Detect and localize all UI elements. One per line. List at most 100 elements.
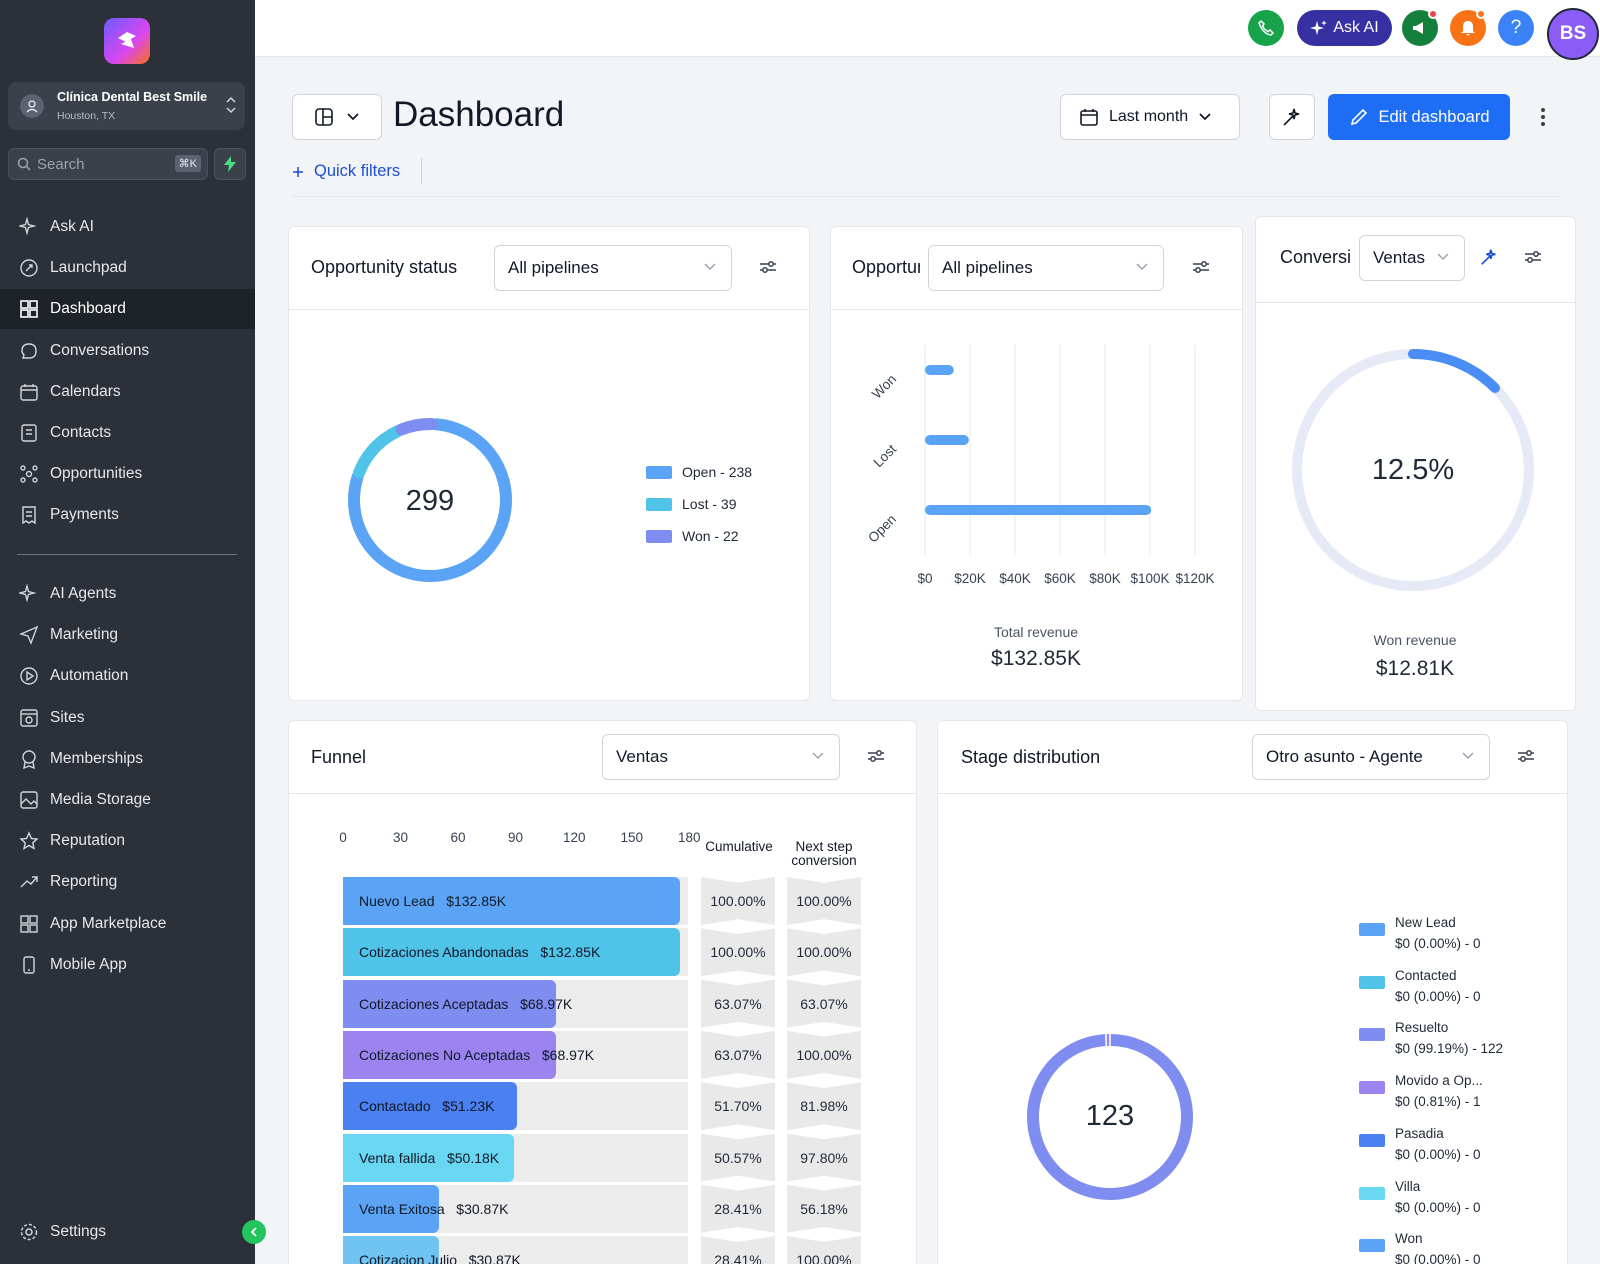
funnel-bar[interactable] bbox=[343, 1236, 439, 1264]
sidebar-item-label: Dashboard bbox=[50, 300, 126, 318]
date-range-select[interactable]: Last month bbox=[1060, 94, 1240, 140]
legend-swatch bbox=[646, 529, 672, 543]
donut-slice-resuelto[interactable] bbox=[1027, 1034, 1193, 1200]
sidebar-item-payments[interactable]: Payments bbox=[0, 495, 255, 535]
funnel-bar[interactable] bbox=[343, 1184, 439, 1233]
legend-item[interactable]: Pasadia $0 (0.00%) - 0 bbox=[1359, 1123, 1481, 1165]
sidebar-item-contacts[interactable]: Contacts bbox=[0, 413, 255, 453]
funnel-bar[interactable] bbox=[343, 1030, 556, 1079]
sidebar-item-ai-agents[interactable]: AI Agents bbox=[0, 574, 255, 614]
sidebar-item-app-marketplace[interactable]: App Marketplace bbox=[0, 904, 255, 944]
card-title: Opportunity status bbox=[311, 257, 458, 277]
pipeline-select[interactable]: Ventas bbox=[602, 734, 840, 780]
legend-item[interactable]: Villa $0 (0.00%) - 0 bbox=[1359, 1176, 1481, 1218]
image-icon bbox=[18, 789, 40, 811]
bar-won[interactable] bbox=[925, 365, 954, 375]
calendar-icon bbox=[18, 381, 40, 403]
funnel-bar[interactable] bbox=[343, 1133, 514, 1182]
sidebar-item-conversations[interactable]: Conversations bbox=[0, 331, 255, 371]
funnel-bar[interactable] bbox=[343, 877, 681, 925]
gauge-fill[interactable] bbox=[1408, 349, 1501, 393]
y-category-label: Won bbox=[869, 372, 899, 402]
funnel-stage-label: Nuevo Lead $132.85K bbox=[359, 893, 506, 909]
ai-insights-button[interactable] bbox=[1269, 94, 1315, 140]
donut-slice-lost[interactable] bbox=[353, 425, 404, 479]
edit-dashboard-button[interactable]: Edit dashboard bbox=[1328, 94, 1510, 140]
megaphone-icon bbox=[1413, 22, 1423, 34]
card-settings-button[interactable] bbox=[1515, 745, 1537, 767]
legend-item[interactable]: Lost - 39 bbox=[646, 496, 736, 512]
funnel-stage-label: Contactado $51.23K bbox=[359, 1098, 494, 1114]
stage-value: $51.23K bbox=[442, 1098, 495, 1115]
sidebar-item-dashboard[interactable]: Dashboard bbox=[0, 289, 255, 330]
plus-icon bbox=[293, 166, 303, 177]
card-settings-button[interactable] bbox=[1522, 246, 1544, 268]
legend-item[interactable]: New Lead $0 (0.00%) - 0 bbox=[1359, 912, 1481, 954]
stage-distribution-card bbox=[937, 720, 1568, 1264]
bar-open[interactable] bbox=[925, 505, 1152, 515]
sidebar-item-reporting[interactable]: Reporting bbox=[0, 862, 255, 902]
sidebar-item-media-storage[interactable]: Media Storage bbox=[0, 780, 255, 820]
pipeline-select[interactable]: All pipelines bbox=[494, 245, 732, 291]
magic-wand-icon bbox=[1481, 249, 1496, 265]
more-options-button[interactable] bbox=[1530, 104, 1556, 130]
bar-lost[interactable] bbox=[925, 435, 969, 445]
quick-action-button[interactable] bbox=[214, 148, 246, 180]
pipeline-select[interactable]: Otro asunto - Agente bbox=[1252, 734, 1490, 780]
legend-label: Lost - 39 bbox=[682, 496, 737, 512]
sidebar-item-mobile-app[interactable]: Mobile App bbox=[0, 945, 255, 985]
collapse-sidebar-button[interactable] bbox=[242, 1220, 266, 1244]
sidebar-item-automation[interactable]: Automation bbox=[0, 656, 255, 696]
user-avatar[interactable]: BS bbox=[1547, 8, 1599, 60]
grid-icon bbox=[18, 298, 40, 320]
stage-value: $68.97K bbox=[541, 1046, 595, 1063]
card-settings-button[interactable] bbox=[1190, 256, 1212, 278]
ai-insights-button[interactable] bbox=[1478, 246, 1500, 268]
sidebar-item-label: Reputation bbox=[50, 832, 125, 850]
sidebar-item-ask-ai[interactable]: Ask AI bbox=[0, 207, 255, 247]
phone-button[interactable] bbox=[1248, 10, 1284, 46]
ask-ai-button[interactable]: Ask AI bbox=[1297, 10, 1392, 46]
donut-slice-won[interactable] bbox=[395, 418, 438, 436]
card-settings-button[interactable] bbox=[865, 745, 887, 767]
funnel-bar[interactable] bbox=[343, 928, 681, 977]
calendar-icon bbox=[1080, 109, 1098, 126]
funnel-bar[interactable] bbox=[343, 979, 556, 1028]
account-switcher[interactable]: Clínica Dental Best Smile Houston, TX bbox=[8, 82, 245, 130]
funnel-bar[interactable] bbox=[343, 1082, 518, 1131]
legend-item[interactable]: Won - 22 bbox=[646, 528, 739, 544]
total-revenue-value: $132.85K bbox=[991, 647, 1081, 670]
sidebar-item-opportunities[interactable]: Opportunities bbox=[0, 454, 255, 494]
pipeline-select-value: All pipelines bbox=[942, 258, 1033, 277]
pipeline-select[interactable]: All pipelines bbox=[928, 245, 1164, 291]
receipt-icon bbox=[18, 504, 40, 526]
sidebar-item-calendars[interactable]: Calendars bbox=[0, 372, 255, 412]
pipeline-select[interactable]: Ventas bbox=[1359, 235, 1465, 281]
sidebar-item-sites[interactable]: Sites bbox=[0, 698, 255, 738]
dashboard-switcher-button[interactable] bbox=[292, 94, 382, 140]
quick-filters-button[interactable]: Quick filters bbox=[292, 162, 400, 181]
sidebar-item-launchpad[interactable]: Launchpad bbox=[0, 248, 255, 288]
help-button[interactable]: ? bbox=[1498, 10, 1534, 46]
donut-slice-open[interactable] bbox=[348, 418, 512, 582]
search-input[interactable]: Search ⌘K bbox=[8, 148, 208, 180]
legend-label: Open - 238 bbox=[682, 464, 753, 480]
stage-name: Contactado bbox=[359, 1098, 431, 1115]
legend-item[interactable]: Contacted $0 (0.00%) - 0 bbox=[1359, 965, 1481, 1007]
app-logo[interactable] bbox=[104, 18, 150, 64]
legend-item[interactable]: Open - 238 bbox=[646, 464, 752, 480]
legend-stage-detail: $0 (0.00%) - 0 bbox=[1395, 936, 1481, 951]
sidebar-item-memberships[interactable]: Memberships bbox=[0, 739, 255, 779]
legend-item[interactable]: Movido a Op... $0 (0.81%) - 1 bbox=[1359, 1070, 1483, 1112]
sites-icon bbox=[18, 707, 40, 729]
cumulative-header: Cumulative bbox=[705, 839, 773, 854]
card-settings-button[interactable] bbox=[757, 256, 779, 278]
sidebar-item-settings[interactable]: Settings bbox=[0, 1212, 255, 1252]
legend-label: Won - 22 bbox=[682, 528, 739, 544]
sidebar-item-marketing[interactable]: Marketing bbox=[0, 615, 255, 655]
magic-wand-icon bbox=[1283, 108, 1300, 126]
legend-item[interactable]: Won $0 (0.00%) - 0 bbox=[1359, 1228, 1481, 1264]
next-step-cell: 81.98% bbox=[787, 1082, 861, 1131]
sidebar-item-reputation[interactable]: Reputation bbox=[0, 821, 255, 861]
legend-item[interactable]: Resuelto $0 (99.19%) - 122 bbox=[1359, 1017, 1503, 1059]
